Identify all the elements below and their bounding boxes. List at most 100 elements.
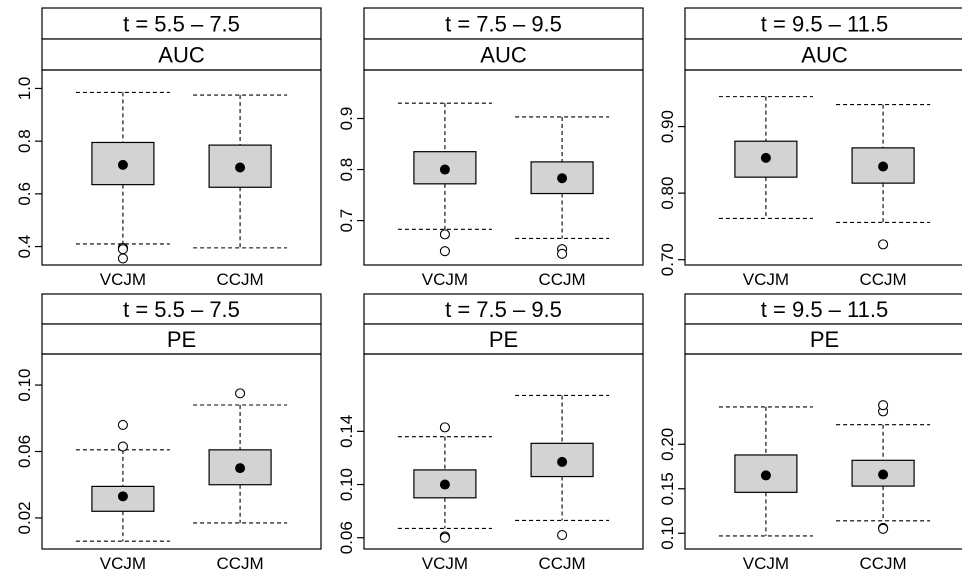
- y-tick-label: 0.4: [15, 235, 34, 259]
- box-ccjm: [836, 104, 931, 250]
- panel-5: t = 7.5 – 9.5 PE 0.06 0.10 0.14 VCJM CCJM: [337, 293, 644, 573]
- strip-time: [41, 293, 322, 325]
- y-tick-label: 0.90: [658, 110, 677, 143]
- panel-4: t = 5.5 – 7.5 PE 0.02 0.06 0.10 VCJM CCJM: [15, 293, 322, 573]
- y-tick-label: 0.15: [658, 472, 677, 505]
- mean-point: [557, 456, 568, 467]
- panel-6: t = 9.5 – 11.5 PE 0.10 0.15 0.20 VCJM CCJM: [658, 293, 962, 573]
- box-ccjm: [193, 388, 288, 524]
- strip-metric: [684, 38, 962, 71]
- strip-metric-label: PE: [810, 327, 839, 352]
- y-tick-label: 0.6: [15, 182, 34, 206]
- y-tick-label: 0.10: [658, 517, 677, 550]
- panel-2: t = 7.5 – 9.5 AUC 0.7 0.8 0.9 VCJM CCJM: [337, 7, 644, 289]
- strip-metric-label: AUC: [480, 43, 527, 68]
- plot-frame: [684, 69, 962, 266]
- panel-3: t = 9.5 – 11.5 AUC 0.70 0.80 0.90 VCJM CCJM: [658, 7, 962, 289]
- box-vcjm: [75, 419, 170, 542]
- strip-time-label: t = 7.5 – 9.5: [445, 12, 562, 37]
- mean-point: [557, 173, 568, 184]
- strip-metric: [363, 38, 644, 71]
- x-category-label: VCJM: [422, 270, 468, 289]
- mean-point: [760, 470, 771, 481]
- strip-time-label: t = 9.5 – 11.5: [761, 12, 888, 37]
- mean-point: [117, 159, 128, 170]
- strip-time-label: t = 9.5 – 11.5: [761, 297, 888, 322]
- strip-metric: [363, 323, 644, 355]
- mean-point: [117, 491, 128, 502]
- plot-frame: [363, 69, 644, 266]
- box-vcjm: [75, 91, 170, 264]
- strip-metric-label: PE: [489, 327, 518, 352]
- mean-point: [878, 469, 889, 480]
- mean-point: [439, 164, 450, 175]
- box-ccjm: [515, 116, 610, 259]
- strip-metric: [41, 38, 322, 71]
- outlier-point: [557, 248, 568, 259]
- y-tick-label: 0.7: [337, 209, 356, 233]
- box-ccjm: [515, 394, 610, 541]
- y-tick-label: 0.70: [658, 243, 677, 276]
- plot-frame: [684, 353, 962, 550]
- strip-time: [363, 7, 644, 40]
- outlier-point: [439, 229, 450, 240]
- box-vcjm: [718, 96, 813, 219]
- x-category-label: VCJM: [743, 554, 789, 573]
- y-tick-label: 0.8: [337, 158, 356, 182]
- strip-time-label: t = 5.5 – 7.5: [123, 297, 240, 322]
- outlier-point: [557, 529, 568, 541]
- strip-metric: [41, 323, 322, 355]
- outlier-point: [117, 419, 128, 430]
- strip-time-label: t = 5.5 – 7.5: [123, 12, 240, 37]
- y-tick-label: 0.9: [337, 107, 356, 131]
- iqr-box: [734, 140, 798, 178]
- outlier-point: [878, 400, 889, 411]
- x-category-label: CCJM: [538, 554, 585, 573]
- mean-point: [439, 479, 450, 490]
- outlier-point: [235, 388, 246, 399]
- y-tick-label: 0.06: [15, 435, 34, 468]
- strip-time: [363, 293, 644, 325]
- y-tick-label: 1.0: [15, 77, 34, 101]
- outlier-point: [439, 422, 450, 433]
- outlier-point: [117, 441, 128, 452]
- box-ccjm: [836, 400, 931, 534]
- outlier-point: [878, 523, 889, 534]
- strip-metric-label: AUC: [801, 43, 848, 68]
- mean-point: [760, 152, 771, 163]
- x-category-label: CCJM: [216, 554, 263, 573]
- mean-point: [235, 463, 246, 474]
- x-category-label: VCJM: [100, 270, 146, 289]
- box-ccjm: [193, 94, 288, 249]
- strip-time: [684, 293, 962, 325]
- x-category-label: VCJM: [422, 554, 468, 573]
- strip-metric-label: AUC: [158, 43, 205, 68]
- strip-metric-label: PE: [167, 327, 196, 352]
- strip-time: [41, 7, 322, 40]
- y-tick-label: 0.20: [658, 428, 677, 461]
- plot-frame: [41, 353, 322, 550]
- box-vcjm: [397, 102, 492, 257]
- plot-frame: [363, 353, 644, 550]
- x-category-label: CCJM: [859, 270, 906, 289]
- strip-time-label: t = 7.5 – 9.5: [445, 297, 562, 322]
- plot-frame: [41, 69, 322, 266]
- y-tick-label: 0.02: [15, 501, 34, 534]
- panel-1: t = 5.5 – 7.5 AUC 0.4 0.6 0.8 1.0 VCJM CCJM: [15, 7, 322, 289]
- y-tick-label: 0.06: [337, 521, 356, 554]
- outlier-point: [878, 239, 889, 250]
- x-category-label: VCJM: [743, 270, 789, 289]
- outlier-point: [439, 532, 450, 543]
- box-vcjm: [397, 422, 492, 543]
- x-category-label: CCJM: [216, 270, 263, 289]
- mean-point: [235, 162, 246, 173]
- y-tick-label: 0.10: [337, 468, 356, 501]
- mean-point: [878, 161, 889, 172]
- y-tick-label: 0.80: [658, 177, 677, 210]
- y-tick-label: 0.8: [15, 129, 34, 153]
- x-category-label: CCJM: [538, 270, 585, 289]
- x-category-label: VCJM: [100, 554, 146, 573]
- x-category-label: CCJM: [859, 554, 906, 573]
- outlier-point: [439, 246, 450, 257]
